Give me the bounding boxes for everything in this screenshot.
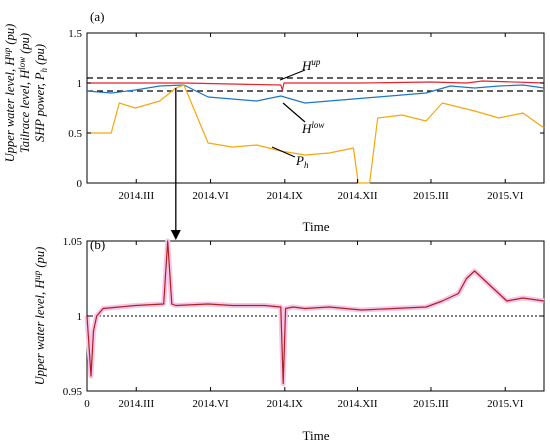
x-tick-label: 2015.III: [413, 190, 449, 202]
panel-a-y-ticks: 0 0.5 1 1.5: [68, 28, 544, 190]
panel-a-label: (a): [90, 9, 104, 24]
x-tick-label: 2015.III: [413, 398, 449, 410]
anno-hlow: Hlow: [282, 102, 324, 136]
zoom-arrow: [170, 88, 181, 240]
panel-b-series: [84, 238, 545, 386]
panel-a-x-ticks: 2014.III 2014.VI 2014.IX 2014.XII 2015.III 20…: [118, 33, 524, 202]
anno-ph: Ph: [271, 146, 309, 170]
series-H_up-line: [87, 80, 545, 91]
x-tick-label: 2014.VI: [192, 398, 229, 410]
series-H_low-line: [86, 84, 545, 104]
x-tick-label: 2014.IX: [267, 190, 303, 202]
y-tick-label: 1: [77, 311, 83, 323]
anno-hup-label: Hup: [301, 57, 321, 73]
x-tick-label: 2014.XII: [337, 398, 377, 410]
anno-hup: Hup: [279, 57, 321, 81]
panel-b-label: (b): [90, 237, 105, 252]
series-H_up-line: [86, 240, 545, 385]
panel-a-ylabel-line-1: Upper water level, Hup (pu): [2, 24, 17, 162]
x-tick-label: 2014.III: [118, 398, 154, 410]
y-tick-label: 1: [77, 78, 83, 90]
series-P_h-line: [87, 84, 545, 184]
anno-hlow-label: Hlow: [301, 120, 324, 136]
panel-a-xlabel: Time: [303, 219, 330, 234]
x-tick-label: 2014.XII: [337, 190, 377, 202]
series-H_up-halo: [84, 238, 545, 386]
y-tick-label: 1.05: [63, 236, 83, 248]
x-tick-label: 0: [84, 398, 90, 410]
panel-a-y-axis-label: Upper water level, Hup (pu) Tailrace lev…: [2, 24, 49, 162]
panel-a-ylabel-line-3: SHP power, Ph (pu): [33, 44, 49, 142]
anno-ph-label: Ph: [295, 153, 309, 170]
x-tick-label: 2015.VI: [487, 190, 524, 202]
panel-a-series: [86, 80, 545, 184]
anno-hup-arrow: [279, 69, 306, 81]
x-tick-label: 2014.III: [118, 190, 154, 202]
zoom-arrow-head: [170, 230, 181, 240]
panel-a-ylabel-line-2: Tailrace level, Hlow (pu): [17, 33, 32, 153]
panel-a-frame: [86, 32, 545, 184]
panel-b-y-ticks: 0.95 1 1.05: [63, 236, 544, 398]
panel-b-x-ticks: 0 2014.III 2014.VI 2014.IX 2014.XII 2015.III 2…: [84, 241, 524, 410]
y-tick-label: 0: [77, 178, 83, 190]
panel-a-reference-lines: [87, 77, 544, 92]
panel-b-xlabel: Time: [303, 428, 330, 443]
y-tick-label: 0.5: [68, 128, 82, 140]
anno-ph-arrow: [271, 146, 296, 158]
y-tick-label: 0.95: [63, 386, 83, 398]
panel-b-ylabel: Upper water level, Hup (pu): [32, 247, 47, 385]
x-tick-label: 2014.VI: [192, 190, 229, 202]
x-tick-label: 2015.VI: [487, 398, 524, 410]
y-tick-label: 1.5: [68, 28, 82, 40]
anno-hlow-arrow: [282, 102, 306, 123]
panel-b-y-axis-label: Upper water level, Hup (pu): [32, 247, 47, 385]
x-tick-label: 2014.IX: [267, 398, 303, 410]
